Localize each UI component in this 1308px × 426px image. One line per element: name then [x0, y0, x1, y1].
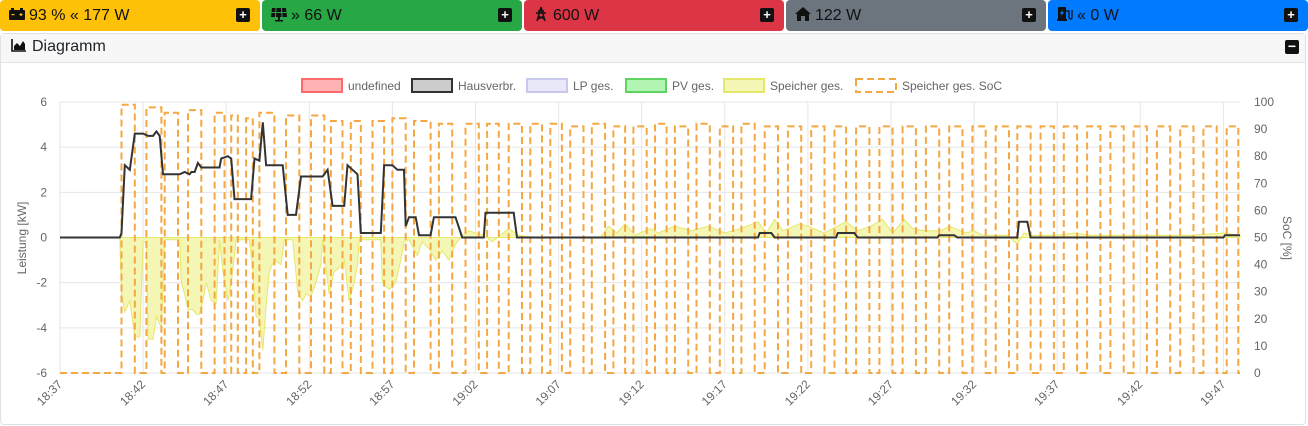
- legend-swatch: [301, 78, 343, 93]
- chart-card: Diagramm −: [0, 33, 1306, 425]
- x-tick-label: 18:47: [200, 377, 231, 408]
- y-tick-label: 4: [40, 140, 47, 154]
- charger-tile-text: « 0 W: [1077, 7, 1119, 24]
- house-tile-text: 122 W: [815, 7, 862, 24]
- y2-tick-label: 80: [1254, 149, 1268, 163]
- y2-tick-label: 100: [1254, 95, 1274, 109]
- y-tick-label: -2: [36, 276, 47, 290]
- y-tick-label: -6: [36, 366, 47, 380]
- speicher-area: [60, 218, 1241, 351]
- x-tick-label: 19:27: [865, 377, 896, 408]
- y2-tick-label: 70: [1254, 176, 1268, 190]
- pv-tile-text: » 66 W: [291, 7, 342, 24]
- chart-card-header: Diagramm −: [1, 34, 1305, 63]
- x-tick-label: 18:42: [117, 377, 148, 408]
- x-tick-label: 18:52: [283, 377, 314, 408]
- legend-swatch: [723, 78, 765, 93]
- y2-tick-label: 10: [1254, 339, 1268, 353]
- y-tick-label: 0: [40, 231, 47, 245]
- y2-axis-title: SoC [%]: [1280, 216, 1294, 260]
- y2-tick-label: 40: [1254, 258, 1268, 272]
- legend-label: Speicher ges. SoC: [902, 79, 1002, 93]
- x-tick-label: 19:47: [1197, 377, 1228, 408]
- expand-grid-button[interactable]: +: [760, 8, 774, 22]
- x-tick-label: 19:17: [699, 377, 730, 408]
- y2-tick-label: 0: [1254, 366, 1261, 380]
- y2-tick-label: 90: [1254, 122, 1268, 136]
- power-tiles: 93 % « 177 W + » 66 W + 600 W + 122 W + …: [0, 0, 1308, 32]
- x-tick-label: 19:37: [1031, 377, 1062, 408]
- legend-swatch: [526, 78, 568, 93]
- house-tile[interactable]: 122 W +: [786, 0, 1046, 31]
- legend-swatch: [855, 78, 897, 93]
- y2-tick-label: 20: [1254, 312, 1268, 326]
- battery-tile[interactable]: 93 % « 177 W +: [0, 0, 260, 31]
- x-tick-label: 19:32: [948, 377, 979, 408]
- y2-tick-label: 60: [1254, 203, 1268, 217]
- y-tick-label: 2: [40, 185, 47, 199]
- y-tick-label: -4: [36, 321, 47, 335]
- legend-label: LP ges.: [573, 79, 613, 93]
- charging-station-icon: [1056, 6, 1074, 22]
- legend-label: Speicher ges.: [770, 79, 843, 93]
- charger-tile[interactable]: « 0 W +: [1048, 0, 1308, 31]
- battery-tile-text: 93 % « 177 W: [29, 7, 130, 24]
- x-tick-label: 19:42: [1114, 377, 1145, 408]
- x-tick-label: 19:02: [449, 377, 480, 408]
- power-pylon-icon: [532, 6, 550, 22]
- x-tick-label: 19:12: [616, 377, 647, 408]
- grid-tile[interactable]: 600 W +: [524, 0, 784, 31]
- car-battery-icon: [8, 6, 26, 22]
- expand-charger-button[interactable]: +: [1284, 8, 1298, 22]
- legend-swatch: [625, 78, 667, 93]
- legend-swatch: [411, 78, 453, 93]
- collapse-chart-button[interactable]: −: [1285, 39, 1299, 54]
- legend-label: Hausverbr.: [458, 79, 516, 93]
- chart-card-title: Diagramm: [11, 38, 106, 56]
- legend-label: undefined: [348, 79, 401, 93]
- x-tick-label: 18:37: [34, 377, 65, 408]
- y2-tick-label: 50: [1254, 231, 1268, 245]
- area-chart-icon: [11, 38, 27, 52]
- y-axis-title: Leistung [kW]: [15, 202, 29, 275]
- speicher-soc-line: [60, 103, 1240, 374]
- expand-battery-button[interactable]: +: [236, 8, 250, 22]
- hausverbrauch-line: [60, 122, 1240, 239]
- x-tick-label: 19:07: [533, 377, 564, 408]
- legend-label: PV ges.: [672, 79, 714, 93]
- x-tick-label: 18:57: [366, 377, 397, 408]
- expand-house-button[interactable]: +: [1022, 8, 1036, 22]
- pv-tile[interactable]: » 66 W +: [262, 0, 522, 31]
- y2-tick-label: 30: [1254, 285, 1268, 299]
- solar-panel-icon: [270, 6, 288, 22]
- grid-tile-text: 600 W: [553, 7, 600, 24]
- chart-card-title-text: Diagramm: [32, 38, 106, 55]
- expand-pv-button[interactable]: +: [498, 8, 512, 22]
- x-tick-label: 19:22: [782, 377, 813, 408]
- y-tick-label: 6: [40, 95, 47, 109]
- home-icon: [794, 6, 812, 22]
